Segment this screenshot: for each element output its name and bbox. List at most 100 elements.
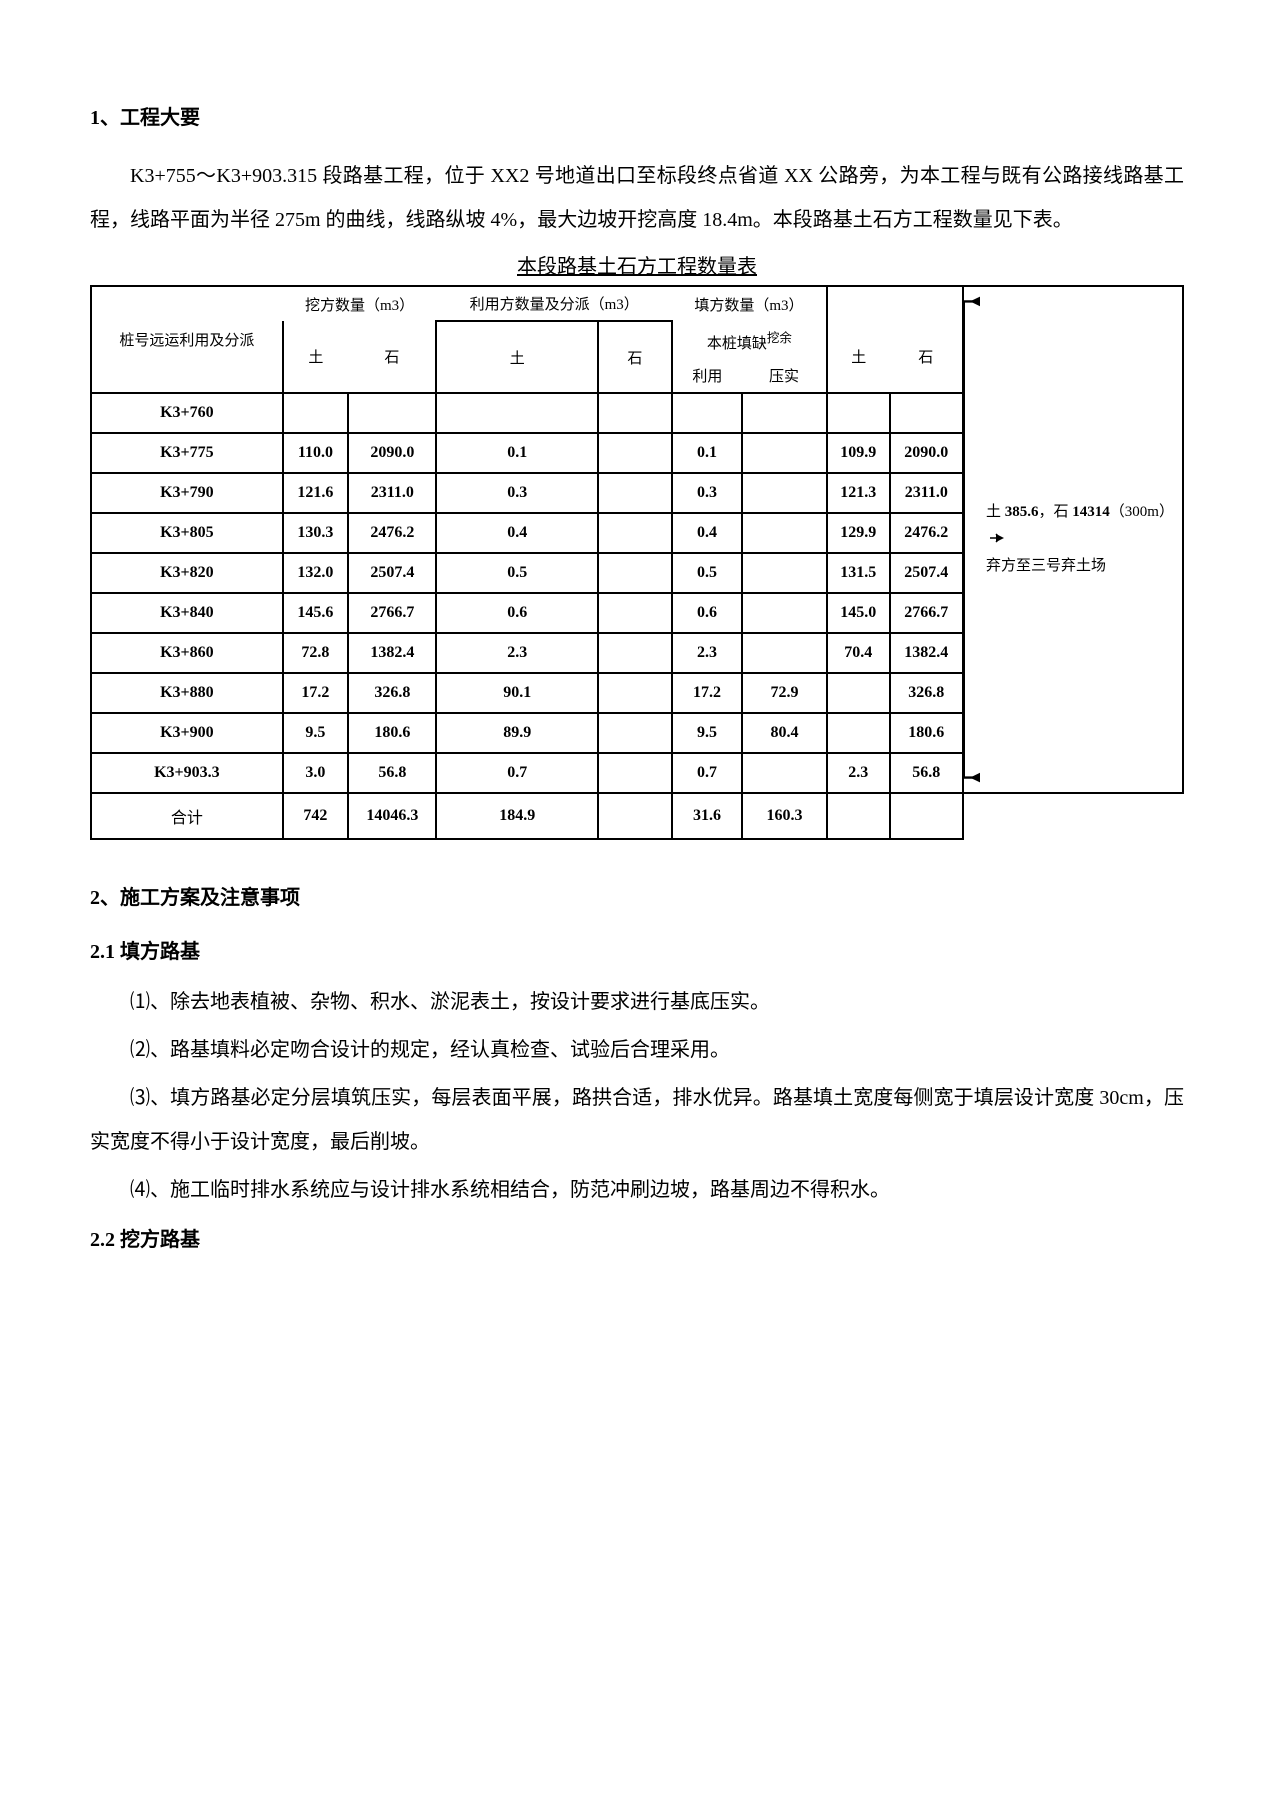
cell: 0.3: [672, 473, 742, 513]
cell: 72.8: [283, 633, 348, 673]
col-soil-3: 土: [827, 321, 890, 393]
cell: 132.0: [283, 553, 348, 593]
col-excavation: 挖方数量（m3）: [283, 286, 437, 321]
cell: 70.4: [827, 633, 890, 673]
cell: 0.3: [436, 473, 598, 513]
cell: 0.1: [672, 433, 742, 473]
cell: 145.6: [283, 593, 348, 633]
table-title: 本段路基土石方工程数量表: [90, 250, 1184, 279]
earthwork-table: 桩号远运利用及分派 挖方数量（m3） 利用方数量及分派（m3） 填方数量（m3）…: [90, 285, 1184, 840]
cell: [827, 793, 890, 839]
cell-station: K3+860: [91, 633, 283, 673]
section-1-heading: 1、工程大要: [90, 100, 1184, 136]
col-this-fill: 本桩填缺挖余: [672, 321, 827, 359]
cell: 742: [283, 793, 348, 839]
cell-station: K3+880: [91, 673, 283, 713]
cell: [827, 393, 890, 433]
cell: 184.9: [436, 793, 598, 839]
col-comp: 压实: [742, 359, 827, 393]
cell-station: 合计: [91, 793, 283, 839]
col-remote: [827, 286, 963, 321]
cell: [598, 393, 672, 433]
cell: [598, 513, 672, 553]
cell: [598, 433, 672, 473]
cell: 145.0: [827, 593, 890, 633]
cell: 56.8: [348, 753, 436, 793]
cell: [827, 673, 890, 713]
cell: 89.9: [436, 713, 598, 753]
item-2-1-2: ⑵、路基填料必定吻合设计的规定，经认真检查、试验后合理采用。: [90, 1028, 1184, 1072]
subsection-2-2-heading: 2.2 挖方路基: [90, 1222, 1184, 1258]
col-soil-2: 土: [436, 321, 598, 393]
cell: [598, 793, 672, 839]
cell: [742, 513, 827, 553]
cell: [598, 753, 672, 793]
bracket-arrow-icon: [952, 287, 982, 792]
cell: 2.3: [827, 753, 890, 793]
cell-station: K3+840: [91, 593, 283, 633]
cell-station: K3+805: [91, 513, 283, 553]
cell: [598, 593, 672, 633]
cell: 2.3: [672, 633, 742, 673]
cell: 0.7: [436, 753, 598, 793]
col-station: 桩号远运利用及分派: [91, 286, 283, 393]
cell: [742, 633, 827, 673]
cell: 0.4: [672, 513, 742, 553]
cell: 14046.3: [348, 793, 436, 839]
cell: [672, 393, 742, 433]
table-header-row-1: 桩号远运利用及分派 挖方数量（m3） 利用方数量及分派（m3） 填方数量（m3）…: [91, 286, 1183, 321]
cell: 326.8: [348, 673, 436, 713]
cell: 2090.0: [348, 433, 436, 473]
cell: [436, 393, 598, 433]
section-1-paragraph: K3+755～K3+903.315 段路基工程，位于 XX2 号地道出口至标段终…: [90, 154, 1184, 242]
item-2-1-3: ⑶、填方路基必定分层填筑压实，每层表面平展，路拱合适，排水优异。路基填土宽度每侧…: [90, 1076, 1184, 1164]
col-utilization: 利用方数量及分派（m3）: [436, 286, 671, 321]
cell: [348, 393, 436, 433]
cell: [890, 793, 963, 839]
cell: 90.1: [436, 673, 598, 713]
cell-station: K3+760: [91, 393, 283, 433]
cell-station: K3+903.3: [91, 753, 283, 793]
table-note-cell: 土 385.6，石 14314（300m） 弃方至三号弃土场: [963, 286, 1183, 793]
cell: 130.3: [283, 513, 348, 553]
cell-station: K3+900: [91, 713, 283, 753]
cell: 2.3: [436, 633, 598, 673]
cell: 0.6: [672, 593, 742, 633]
cell: 110.0: [283, 433, 348, 473]
subsection-2-1-heading: 2.1 填方路基: [90, 934, 1184, 970]
cell: [283, 393, 348, 433]
cell: [598, 633, 672, 673]
cell: 0.4: [436, 513, 598, 553]
cell: [827, 713, 890, 753]
cell: [742, 393, 827, 433]
item-2-1-1: ⑴、除去地表植被、杂物、积水、淤泥表土，按设计要求进行基底压实。: [90, 980, 1184, 1024]
cell: 109.9: [827, 433, 890, 473]
cell: [742, 553, 827, 593]
cell: 2476.2: [348, 513, 436, 553]
cell: 121.6: [283, 473, 348, 513]
cell-station: K3+790: [91, 473, 283, 513]
cell: 2766.7: [348, 593, 436, 633]
cell: 1382.4: [348, 633, 436, 673]
arrow-right-icon: [990, 533, 1004, 543]
cell: 80.4: [742, 713, 827, 753]
table-total-row: 合计 742 14046.3 184.9 31.6 160.3: [91, 793, 1183, 839]
cell: 17.2: [672, 673, 742, 713]
cell: 0.5: [672, 553, 742, 593]
cell: 0.1: [436, 433, 598, 473]
cell: [598, 673, 672, 713]
cell: 31.6: [672, 793, 742, 839]
cell-station: K3+775: [91, 433, 283, 473]
note-line-2: 弃方至三号弃土场: [986, 553, 1180, 580]
cell: 129.9: [827, 513, 890, 553]
cell: 0.6: [436, 593, 598, 633]
cell: 180.6: [348, 713, 436, 753]
cell: 2311.0: [348, 473, 436, 513]
section-2-heading: 2、施工方案及注意事项: [90, 880, 1184, 916]
col-fill: 填方数量（m3）: [672, 286, 827, 321]
cell: 17.2: [283, 673, 348, 713]
cell: 0.7: [672, 753, 742, 793]
cell: 2507.4: [348, 553, 436, 593]
cell: 3.0: [283, 753, 348, 793]
cell: [742, 593, 827, 633]
